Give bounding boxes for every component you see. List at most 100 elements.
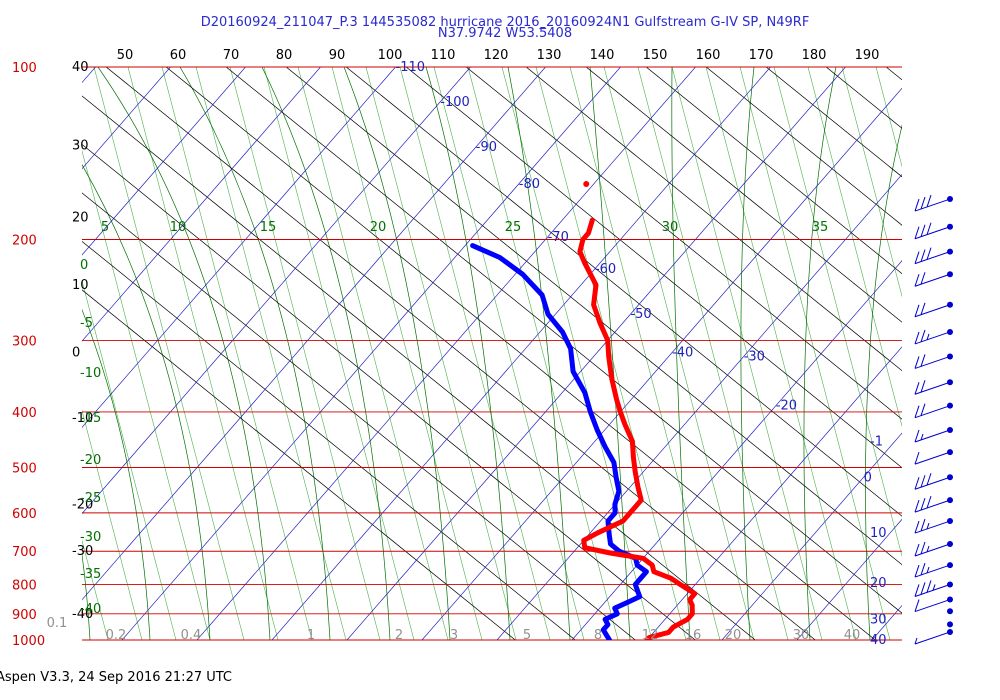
theta-label: -15 bbox=[80, 411, 101, 426]
mixing-ratio-line bbox=[331, 67, 483, 640]
left-scale-label: 40 bbox=[72, 60, 89, 75]
isotherm-label: 30 bbox=[870, 612, 887, 627]
wind-barb bbox=[914, 541, 953, 557]
mixing-ratio-line bbox=[841, 67, 902, 298]
mixing-ratio-label: 12 bbox=[642, 628, 659, 643]
wind-barb bbox=[914, 562, 953, 578]
moist-adiabat-label: 25 bbox=[505, 220, 522, 235]
wind-barb-flag bbox=[920, 562, 926, 576]
mixing-ratio-line bbox=[229, 67, 381, 640]
wind-barb-flag bbox=[920, 403, 926, 416]
wind-barb-flag bbox=[926, 473, 932, 486]
moist-adiabat bbox=[803, 67, 837, 640]
wind-barb-staff bbox=[914, 476, 951, 490]
wind-barb-flag bbox=[914, 429, 920, 443]
left-scale-label: 0 bbox=[72, 346, 80, 361]
isotherm-label: -20 bbox=[776, 399, 797, 414]
moist-adiabat bbox=[425, 67, 511, 640]
pressure-label: 100 bbox=[12, 61, 37, 76]
wind-barb-flag bbox=[926, 545, 930, 553]
top-scale-label: 140 bbox=[590, 48, 615, 63]
mixing-ratio-line bbox=[875, 67, 902, 168]
mixing-ratio-line bbox=[399, 67, 551, 640]
temperature-profile bbox=[577, 217, 698, 640]
mixing-ratio-line bbox=[739, 67, 891, 640]
wind-barb-flag bbox=[914, 331, 920, 345]
isotherm-label: -80 bbox=[519, 177, 540, 192]
moist-adiabat bbox=[97, 67, 271, 640]
left-scale-label: -20 bbox=[72, 497, 93, 512]
top-scale-label: 160 bbox=[696, 48, 721, 63]
top-scale-label: 70 bbox=[223, 48, 240, 63]
top-scale-label: 90 bbox=[329, 48, 346, 63]
mixing-ratio-line bbox=[365, 67, 517, 640]
pressure-label: 700 bbox=[12, 545, 37, 560]
moist-adiabat-label: 20 bbox=[370, 220, 387, 235]
mixing-ratio-line bbox=[978, 67, 1000, 640]
mixing-ratio-line bbox=[773, 67, 902, 558]
left-scale-label: 20 bbox=[72, 210, 89, 225]
wind-barb-flag bbox=[914, 304, 920, 317]
moist-adiabat-label: 35 bbox=[812, 220, 829, 235]
wind-barb bbox=[914, 596, 953, 613]
wind-barb-flag bbox=[914, 477, 920, 490]
wind-barb-flag bbox=[920, 302, 926, 315]
wind-barb-flag bbox=[926, 522, 930, 530]
dry-adiabat bbox=[465, 67, 902, 420]
theta-label: -20 bbox=[80, 453, 101, 468]
wind-barb bbox=[914, 379, 953, 395]
mixing-ratio-line bbox=[910, 67, 1000, 640]
wind-barb-staff bbox=[914, 355, 951, 369]
mixing-ratio-line bbox=[705, 67, 857, 640]
left-scale-label: 10 bbox=[72, 278, 89, 293]
pressure-label: 600 bbox=[12, 507, 37, 522]
isotherm-line bbox=[346, 67, 846, 640]
pressure-label: 400 bbox=[12, 406, 37, 421]
isotherm-line bbox=[82, 67, 321, 342]
mixing-ratio-label: 0.1 bbox=[47, 616, 68, 631]
wind-barb-staff bbox=[914, 583, 951, 597]
dry-adiabat bbox=[105, 67, 816, 640]
isotherm-line bbox=[496, 173, 902, 640]
wind-barb-flag bbox=[926, 566, 930, 574]
isotherm-line bbox=[796, 518, 902, 640]
dry-adiabat bbox=[705, 67, 902, 226]
isotherm-label: 0 bbox=[864, 470, 872, 485]
wind-barb-staff bbox=[914, 543, 951, 557]
wind-barb-flag bbox=[920, 475, 926, 488]
wind-barb-flag bbox=[914, 251, 920, 264]
wind-barb bbox=[914, 222, 953, 240]
mixing-ratio-line bbox=[807, 67, 902, 428]
wind-barb bbox=[914, 328, 953, 345]
pressure-label: 800 bbox=[12, 578, 37, 593]
pressure-label: 300 bbox=[12, 334, 37, 349]
dry-adiabat bbox=[82, 95, 756, 640]
top-scale-label: 120 bbox=[484, 48, 509, 63]
wind-barb-flag bbox=[926, 333, 930, 341]
isotherm-line bbox=[82, 67, 396, 428]
mixing-ratio-line bbox=[82, 149, 211, 640]
theta-label: -35 bbox=[80, 567, 101, 582]
mixing-ratio-label: 1 bbox=[307, 628, 315, 643]
mixing-ratio-line bbox=[93, 67, 245, 640]
wind-barb-flag bbox=[926, 495, 932, 509]
mixing-ratio-label: 20 bbox=[725, 628, 742, 643]
theta-label: -10 bbox=[80, 366, 101, 381]
wind-barb-flag bbox=[914, 520, 920, 534]
mixing-ratio-line bbox=[944, 67, 1000, 640]
wind-barb-flag bbox=[914, 499, 920, 513]
isotherm-line bbox=[421, 87, 902, 640]
wind-barb-flag bbox=[920, 433, 924, 441]
dry-adiabat bbox=[765, 67, 902, 177]
mixing-ratio-line bbox=[603, 67, 755, 640]
isotherm-label: 20 bbox=[870, 576, 887, 591]
temperature-point bbox=[583, 180, 590, 187]
mixing-ratio-line bbox=[263, 67, 415, 640]
wind-barb-staff bbox=[914, 304, 951, 318]
moist-adiabat-label: 15 bbox=[260, 220, 277, 235]
wind-barb-staff bbox=[914, 599, 951, 613]
moist-adiabat bbox=[865, 124, 902, 640]
left-scale-label: 30 bbox=[72, 138, 89, 153]
mixing-ratio-line bbox=[637, 67, 789, 640]
wind-barb-flag bbox=[920, 329, 926, 343]
